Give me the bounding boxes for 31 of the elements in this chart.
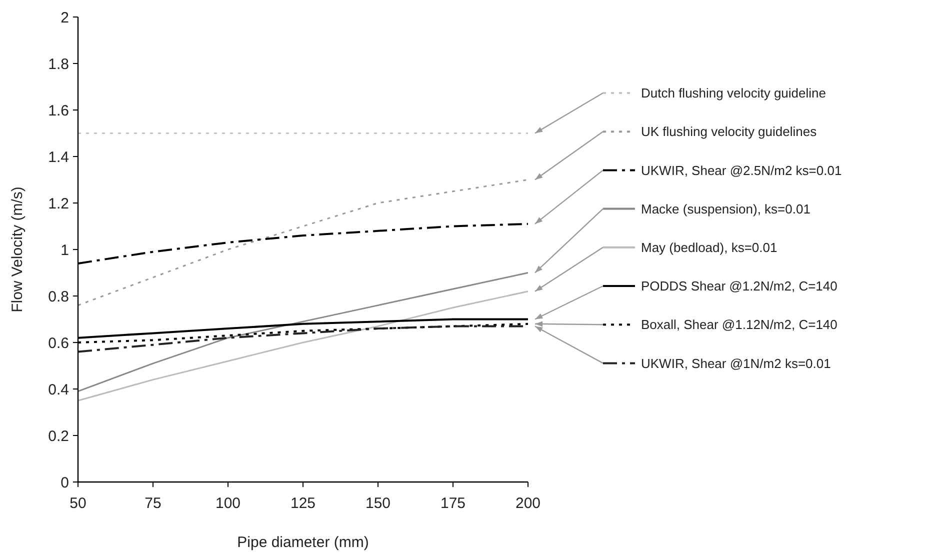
x-tick-label: 100 [215, 495, 241, 512]
legend-label: UKWIR, Shear @2.5N/m2 ks=0.01 [641, 162, 842, 178]
x-tick-label: 175 [440, 495, 466, 512]
legend-label: Dutch flushing velocity guideline [641, 86, 826, 101]
y-tick-label: 1.8 [48, 56, 69, 73]
y-tick-label: 1 [60, 242, 69, 259]
y-tick-label: 0 [60, 474, 69, 492]
y-tick-label: 1.6 [48, 102, 69, 120]
x-tick-label: 75 [144, 495, 162, 512]
y-tick-label: 0.2 [48, 428, 69, 445]
y-tick-label: 0.4 [48, 381, 69, 398]
legend-label: UKWIR, Shear @1N/m2 ks=0.01 [641, 356, 831, 371]
x-axis-title: Pipe diameter (mm) [237, 534, 369, 551]
y-tick-label: 2 [60, 9, 69, 26]
y-axis-title: Flow Velocity (m/s) [9, 186, 26, 312]
y-tick-label: 1.2 [48, 195, 69, 212]
legend-label: Boxall, Shear @1.12N/m2, C=140 [641, 317, 838, 332]
x-tick-label: 50 [70, 495, 86, 512]
line-series [77, 290, 529, 402]
line-series [77, 272, 529, 392]
legend-label: May (bedload), ks=0.01 [641, 240, 778, 255]
x-tick-label: 200 [515, 495, 541, 512]
legend-label: UK flushing velocity guidelines [641, 124, 818, 140]
legend-label: PODDS Shear @1.2N/m2, C=140 [641, 278, 838, 294]
y-tick-label: 1.4 [48, 148, 69, 166]
line-series [77, 179, 529, 306]
y-tick-label: 0.6 [48, 334, 69, 352]
x-tick-label: 125 [290, 495, 316, 512]
y-tick-label: 0.8 [48, 288, 69, 306]
legend-label: Macke (suspension), ks=0.01 [641, 201, 810, 216]
x-tick-label: 150 [365, 495, 391, 512]
